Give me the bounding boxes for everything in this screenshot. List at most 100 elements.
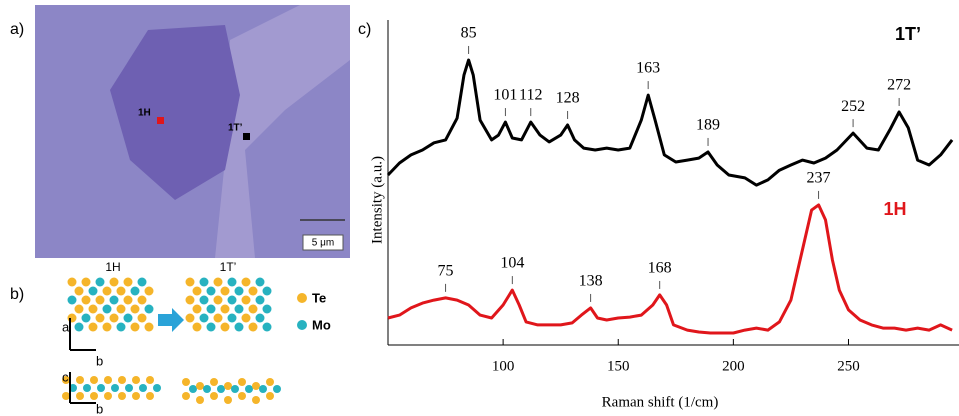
atom xyxy=(255,313,265,323)
panel-label: a) xyxy=(10,21,24,38)
atom xyxy=(192,286,202,296)
atom xyxy=(153,384,161,392)
peak-label: 189 xyxy=(696,117,720,134)
atom xyxy=(241,313,251,323)
atom xyxy=(234,322,244,332)
y-axis-title: Intensity (a.u.) xyxy=(369,156,385,244)
atom xyxy=(227,295,237,305)
atom xyxy=(137,295,147,305)
panel-label: c) xyxy=(358,21,371,38)
atom xyxy=(67,295,77,305)
peak-label: 85 xyxy=(461,25,477,42)
atom xyxy=(81,295,91,305)
peak-label: 237 xyxy=(807,170,831,187)
atom xyxy=(90,392,98,400)
axis-letter: a xyxy=(62,319,70,334)
spectrum xyxy=(387,203,953,335)
atom xyxy=(132,392,140,400)
atom xyxy=(199,313,209,323)
atom xyxy=(132,376,140,384)
atom xyxy=(118,376,126,384)
peak-label: 252 xyxy=(841,98,865,115)
atom xyxy=(95,277,105,287)
panel-label: b) xyxy=(10,286,24,303)
x-tick-label: 200 xyxy=(722,358,745,374)
structure-title: 1T’ xyxy=(220,260,237,274)
atom xyxy=(182,392,190,400)
legend-swatch xyxy=(297,293,307,303)
atom xyxy=(111,384,119,392)
atom xyxy=(130,304,140,314)
peak-label: 138 xyxy=(579,273,603,290)
spot-1t xyxy=(243,133,250,140)
atom xyxy=(146,392,154,400)
atom xyxy=(116,286,126,296)
atom xyxy=(88,286,98,296)
atom xyxy=(217,385,225,393)
atom xyxy=(102,304,112,314)
peak-label: 75 xyxy=(438,263,454,280)
flake-1h xyxy=(110,25,240,200)
atom xyxy=(109,295,119,305)
axis-letter: b xyxy=(96,401,103,416)
atom xyxy=(241,295,251,305)
atom xyxy=(255,295,265,305)
x-tick-label: 100 xyxy=(492,358,515,374)
spot-1h xyxy=(157,117,164,124)
atom xyxy=(97,384,105,392)
atom xyxy=(224,396,232,404)
atom xyxy=(248,322,258,332)
atom xyxy=(203,385,211,393)
atom xyxy=(144,322,154,332)
atom xyxy=(206,286,216,296)
peak-label: 112 xyxy=(519,87,542,104)
atom xyxy=(210,392,218,400)
atom xyxy=(199,277,209,287)
atom xyxy=(81,277,91,287)
atom xyxy=(109,313,119,323)
atom xyxy=(130,322,140,332)
atom xyxy=(185,277,195,287)
atom xyxy=(262,286,272,296)
atom xyxy=(196,382,204,390)
axes-arrow xyxy=(69,318,96,351)
atom xyxy=(238,392,246,400)
atom xyxy=(248,286,258,296)
atom xyxy=(109,277,119,287)
atom xyxy=(146,376,154,384)
atom xyxy=(262,304,272,314)
atom xyxy=(139,384,147,392)
atom xyxy=(255,277,265,287)
atom xyxy=(248,304,258,314)
flake-1t xyxy=(215,5,350,258)
atom xyxy=(220,322,230,332)
spectrum xyxy=(386,58,954,187)
atom xyxy=(231,385,239,393)
axis-letter: c xyxy=(62,369,69,384)
atom xyxy=(74,286,84,296)
atom xyxy=(95,313,105,323)
atom xyxy=(196,396,204,404)
atom xyxy=(224,382,232,390)
atom xyxy=(266,378,274,386)
atom xyxy=(259,385,267,393)
axis-letter: b xyxy=(96,353,103,368)
atom xyxy=(123,295,133,305)
atom xyxy=(266,392,274,400)
atom xyxy=(206,304,216,314)
atom xyxy=(238,378,246,386)
atom xyxy=(62,392,70,400)
atom xyxy=(213,295,223,305)
atom xyxy=(104,376,112,384)
atom xyxy=(220,304,230,314)
atom xyxy=(192,304,202,314)
atom xyxy=(241,277,251,287)
scale-box xyxy=(302,234,344,251)
atom xyxy=(182,378,190,386)
x-tick-label: 250 xyxy=(837,358,860,374)
atom xyxy=(116,322,126,332)
peak-label: 128 xyxy=(556,90,580,107)
atom xyxy=(273,385,281,393)
peak-label: 272 xyxy=(887,77,911,94)
